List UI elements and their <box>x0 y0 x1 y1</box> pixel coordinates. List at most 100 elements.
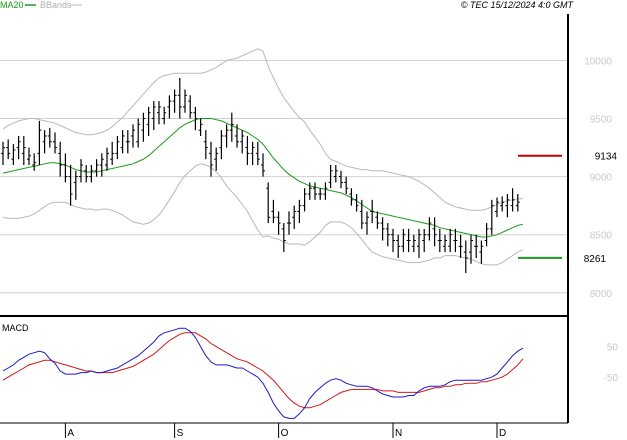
ohlc-bar <box>359 199 364 229</box>
ohlc-bar <box>443 234 447 253</box>
ohlc-bar <box>58 141 63 177</box>
ohlc-bar <box>297 199 302 224</box>
ma20-line-group <box>2 118 524 238</box>
ohlc-bar <box>422 228 427 253</box>
ohlc-bar <box>453 228 458 253</box>
ohlc-bar <box>469 234 473 264</box>
ohlc-bar <box>110 141 115 165</box>
ohlc-bar <box>261 153 265 177</box>
ohlc-bar <box>323 182 328 200</box>
ohlc-bar <box>484 223 489 247</box>
ohlc-bar <box>136 118 141 148</box>
ohlc-bar <box>287 211 291 235</box>
ohlc-bar <box>94 159 99 177</box>
ohlc-bar <box>240 130 245 154</box>
price-tick-label: 10000 <box>584 56 612 67</box>
ohlc-bar <box>141 112 146 142</box>
ohlc-bar <box>16 135 21 160</box>
bb-lower-line <box>2 163 524 266</box>
ohlc-bar <box>131 124 135 148</box>
copyright-text: © TEC 15/12/2024 4:0 GMT <box>461 0 575 10</box>
ohlc-bar <box>198 118 203 136</box>
ohlc-bar <box>68 165 73 206</box>
bollinger-bands <box>2 48 524 266</box>
ohlc-bar <box>281 223 286 253</box>
ohlc-bar <box>380 217 385 241</box>
ohlc-bar <box>235 124 239 148</box>
ohlc-bar <box>375 211 380 229</box>
ohlc-bar <box>47 127 52 148</box>
ohlc-bar <box>344 176 349 195</box>
ohlc-bar <box>32 153 37 171</box>
ohlc-bar <box>89 165 94 183</box>
month-label: S <box>177 428 184 439</box>
ohlc-bar <box>302 188 307 212</box>
ohlc-bar <box>505 194 510 218</box>
ohlc-bar <box>401 228 406 253</box>
ohlc-bar <box>500 196 505 212</box>
ohlc-bar <box>370 199 375 224</box>
ohlc-bar <box>271 199 276 224</box>
month-label: N <box>395 428 402 439</box>
ohlc-bar <box>63 153 68 183</box>
macd-panel: MACD 50 -50 <box>2 323 619 419</box>
macd-y-axis: 50 -50 <box>604 343 619 385</box>
price-y-axis: 10000 9500 9000 8500 8000 <box>584 56 612 299</box>
ohlc-bar <box>396 234 401 258</box>
ohlc-bar <box>21 135 26 165</box>
price-tick-label: 8500 <box>590 231 613 242</box>
support-resistance-levels: 9134 8261 <box>518 152 617 265</box>
resistance-label: 9134 <box>595 152 618 163</box>
ohlc-bar <box>365 211 369 235</box>
ohlc-bar <box>333 165 338 183</box>
bb-upper-line <box>2 48 523 211</box>
ohlc-bar <box>6 139 11 160</box>
ohlc-bar <box>292 205 297 229</box>
ohlc-bar <box>245 135 250 165</box>
month-label: D <box>499 428 506 439</box>
ohlc-bar <box>73 170 78 200</box>
ohlc-bar <box>437 228 442 253</box>
ohlc-bar <box>42 130 47 154</box>
support-label: 8261 <box>584 254 607 265</box>
ohlc-bar <box>510 188 515 212</box>
ohlc-bar <box>474 234 479 258</box>
ohlc-bar <box>214 147 219 171</box>
price-tick-label: 8000 <box>590 289 613 300</box>
ohlc-bar <box>219 130 224 160</box>
ohlc-bar <box>84 165 89 183</box>
month-label: A <box>67 428 74 439</box>
ohlc-bar <box>172 89 177 113</box>
ohlc-bar <box>448 228 453 253</box>
ohlc-bar <box>417 228 421 258</box>
ohlc-bar <box>146 106 151 136</box>
ohlc-bar <box>276 211 281 235</box>
price-panel-background <box>0 14 568 316</box>
ohlc-bar <box>125 130 130 154</box>
ma20-legend-label: MA20 <box>0 0 24 10</box>
ohlc-bar <box>151 101 156 131</box>
macd-lines <box>2 327 524 419</box>
ohlc-bar <box>313 182 317 200</box>
macd-line <box>2 327 524 419</box>
ohlc-bar <box>250 141 255 165</box>
ohlc-bar <box>229 112 234 142</box>
ohlc-bar <box>463 240 468 274</box>
ohlc-bar <box>328 165 333 189</box>
ohlc-bar <box>266 182 271 224</box>
month-label: O <box>281 428 289 439</box>
ohlc-bars <box>1 77 520 274</box>
ohlc-bar <box>177 77 182 119</box>
ohlc-bar <box>11 144 16 165</box>
ohlc-bar <box>432 217 437 247</box>
chart-header: MA20 BBands © TEC 15/12/2024 4:0 GMT <box>0 0 574 10</box>
ohlc-bar <box>27 147 31 165</box>
ohlc-bar <box>385 223 390 247</box>
bbands-legend-label: BBands <box>40 0 72 10</box>
ohlc-bar <box>479 240 484 264</box>
ohlc-bar <box>339 170 343 189</box>
ohlc-bar <box>37 120 42 165</box>
price-gridlines <box>0 59 568 294</box>
